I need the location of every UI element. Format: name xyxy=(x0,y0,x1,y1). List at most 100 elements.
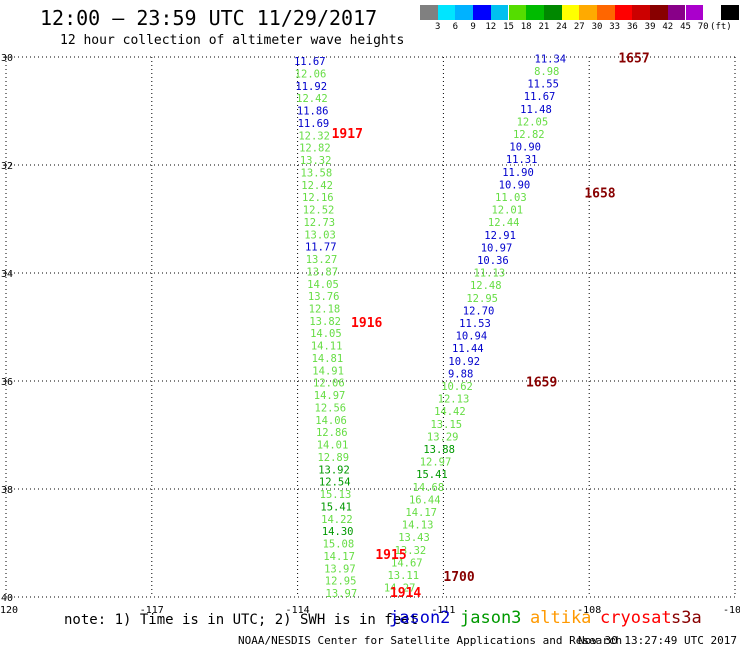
wave-height-label: 12.18 xyxy=(309,303,341,315)
wave-height-label: 13.03 xyxy=(304,229,336,241)
x-tick-label: -108 xyxy=(577,605,601,616)
wave-height-label: 11.77 xyxy=(305,242,337,254)
y-tick-label: -40 xyxy=(0,593,13,604)
wave-height-label: 10.97 xyxy=(481,242,513,254)
wave-height-label: 13.43 xyxy=(398,532,430,544)
wave-height-label: 14.30 xyxy=(322,526,354,538)
satellite-name-s3a: s3a xyxy=(671,608,702,628)
y-tick-label: -36 xyxy=(0,377,13,388)
wave-height-label: 13.27 xyxy=(306,254,338,266)
legend-swatch xyxy=(543,5,562,20)
wave-height-label: 13.32 xyxy=(395,545,427,557)
wave-height-label: 10.90 xyxy=(499,179,531,191)
wave-height-label: 11.86 xyxy=(297,106,329,118)
legend-swatch xyxy=(473,5,491,20)
legend-label: 45 xyxy=(680,22,691,32)
wave-height-label: 13.15 xyxy=(430,419,462,431)
wave-height-label: 13.32 xyxy=(300,155,332,167)
wave-height-label: 12.89 xyxy=(317,452,349,464)
legend-label: 30 xyxy=(591,22,603,32)
legend-swatch xyxy=(579,5,597,20)
y-tick-label: -38 xyxy=(0,485,13,496)
wave-height-label: 13.88 xyxy=(423,444,455,456)
wave-height-label: 14.81 xyxy=(312,353,344,365)
pass-time-label: 1657 xyxy=(618,51,649,66)
legend-swatch xyxy=(720,5,739,20)
wave-height-label: 13.58 xyxy=(301,167,333,179)
legend-label: 42 xyxy=(662,22,674,32)
wave-height-label: 14.97 xyxy=(314,390,346,402)
legend-swatch xyxy=(455,5,474,20)
wave-height-label: 12.73 xyxy=(303,217,335,229)
wave-height-label: 13.87 xyxy=(306,266,338,278)
wave-height-label: 14.05 xyxy=(310,328,342,340)
legend-label: 36 xyxy=(626,22,638,32)
pass-time-label: 1914 xyxy=(390,586,421,601)
wave-height-label: 12.48 xyxy=(470,280,502,292)
x-tick-label: -120 xyxy=(0,605,18,616)
wave-height-label: 15.41 xyxy=(416,469,448,481)
satellite-name-jason3: jason3 xyxy=(460,608,522,628)
wave-height-label: 11.92 xyxy=(295,81,327,93)
wave-height-label: 12.82 xyxy=(299,143,331,155)
legend-label: 15 xyxy=(503,22,514,32)
wave-height-label: 14.05 xyxy=(307,279,339,291)
wave-height-label: 10.62 xyxy=(441,381,473,393)
wave-height-label: 11.34 xyxy=(535,53,567,65)
satellite-name-altika: altika xyxy=(530,608,592,628)
x-tick-label: -111 xyxy=(431,605,455,616)
legend-label: 27 xyxy=(573,22,585,32)
chart-title: 12:00 – 23:59 UTC 11/29/2017 xyxy=(40,6,378,30)
pass-time-label: 1659 xyxy=(526,375,557,390)
timestamp-text: Nov 30 13:27:49 UTC 2017 xyxy=(578,634,737,647)
pass-time-label: 1915 xyxy=(375,548,406,563)
wave-height-label: 14.22 xyxy=(321,514,353,526)
chart-subtitle: 12 hour collection of altimeter wave hei… xyxy=(60,33,405,48)
wave-height-label: 12.32 xyxy=(298,130,330,142)
wave-height-label: 12.54 xyxy=(319,477,351,489)
legend-swatch xyxy=(632,5,651,20)
wave-height-label: 11.31 xyxy=(506,154,538,166)
legend-swatch xyxy=(490,5,509,20)
satellite-name-jason2: jason2 xyxy=(389,608,451,628)
legend-swatch xyxy=(508,5,527,20)
wave-height-label: 13.92 xyxy=(318,464,350,476)
legend-label: 3 xyxy=(434,22,441,32)
wave-height-label: 14.27 xyxy=(384,583,416,595)
wave-height-label: 13.82 xyxy=(309,316,341,328)
legend-swatch xyxy=(561,5,580,20)
wave-height-label: 11.67 xyxy=(294,56,326,68)
credit-text: NOAA/NESDIS Center for Satellite Applica… xyxy=(238,634,623,647)
wave-height-label: 11.48 xyxy=(520,104,552,116)
legend-swatch xyxy=(685,5,704,20)
wave-height-label: 12.86 xyxy=(316,427,348,439)
wave-height-label: 14.17 xyxy=(405,507,437,519)
wave-height-label: 14.67 xyxy=(391,557,423,569)
wave-height-label: 11.90 xyxy=(502,167,534,179)
legend-label: 70 xyxy=(697,22,709,32)
wave-height-label: 13.11 xyxy=(387,570,419,582)
legend-swatch xyxy=(614,5,633,20)
wave-height-label: 11.69 xyxy=(298,118,330,130)
wave-height-label: 15.41 xyxy=(320,501,352,513)
footer-note: note: 1) Time is in UTC; 2) SWH is in fe… xyxy=(64,612,419,628)
wave-height-label: 11.55 xyxy=(527,79,559,91)
legend-label: 21 xyxy=(538,22,550,32)
pass-time-label: 1916 xyxy=(351,316,382,331)
wave-height-label: 12.52 xyxy=(303,205,335,217)
wave-height-label: 8.98 xyxy=(534,66,559,78)
wave-height-label: 13.97 xyxy=(324,563,356,575)
legend-label: 9 xyxy=(470,22,476,32)
wave-height-label: 12.82 xyxy=(513,129,545,141)
wave-height-label: 12.42 xyxy=(301,180,333,192)
wave-height-label: 12.95 xyxy=(466,293,498,305)
wave-height-label: 12.91 xyxy=(484,230,516,242)
wave-height-label: 14.11 xyxy=(311,341,343,353)
legend-label: 6 xyxy=(452,22,459,32)
legend-swatch xyxy=(703,5,721,20)
legend-label: 18 xyxy=(520,22,532,32)
wave-height-label: 12.05 xyxy=(517,116,549,128)
legend-label: (ft) xyxy=(710,22,732,32)
pass-time-label: 1700 xyxy=(443,570,474,585)
wave-height-label: 12.06 xyxy=(313,378,345,390)
